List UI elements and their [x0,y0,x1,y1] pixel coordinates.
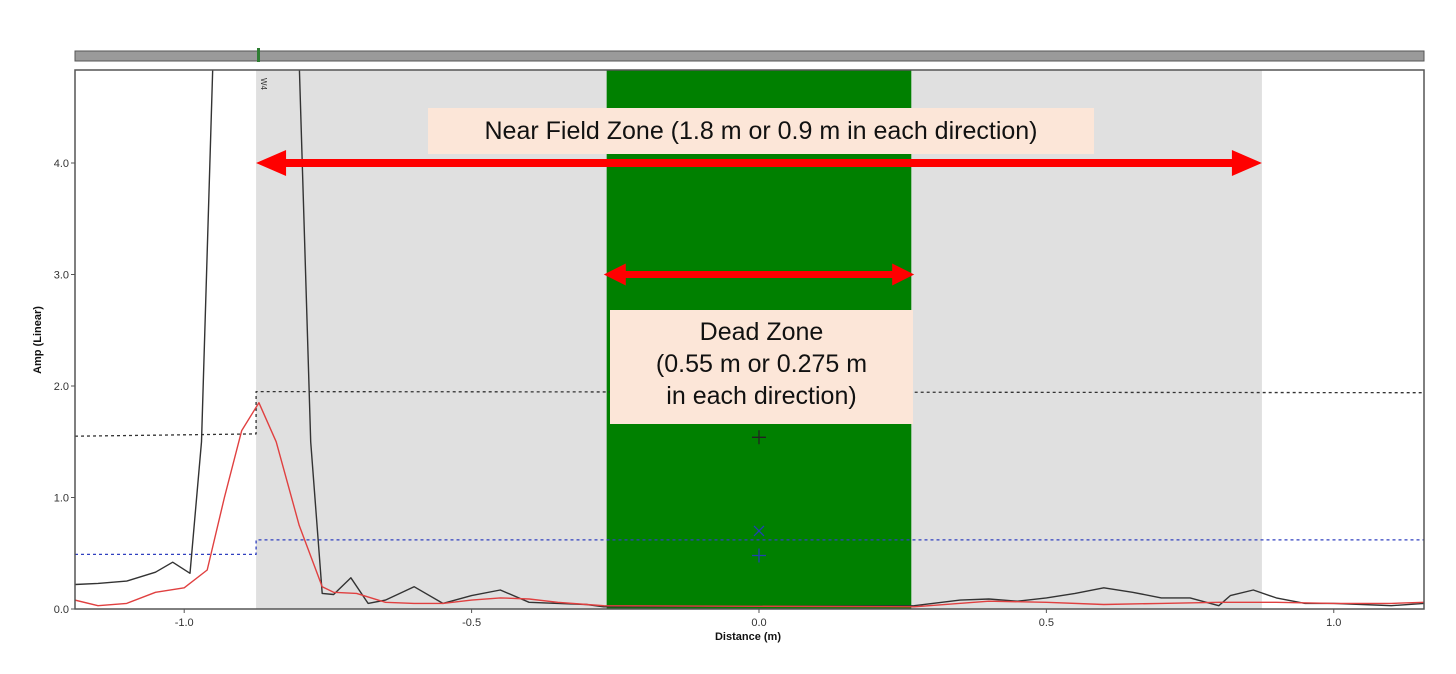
signal-lines [75,70,1424,608]
dead-zone-title: Dead Zone [699,318,824,346]
plot-border [74,69,1425,610]
overview-marker-handle[interactable] [257,48,260,62]
threshold-lines [75,390,1424,556]
arrow-left-icon [603,263,626,286]
arrow-right-icon [1231,150,1262,176]
double-arrow-shaft [284,159,1234,167]
x-tick-label: 0.5 [1039,617,1054,629]
black-signal-line [75,70,1424,608]
y-axis-title: Amp (Linear) [32,306,44,374]
overview-scrollbar[interactable] [74,50,1425,62]
double-arrow-shaft [623,271,895,278]
x-axis: -1.0 -0.5 0.0 0.5 1.0 [175,609,1341,629]
x-tick-label: -1.0 [175,617,194,629]
dead-zone-label: Dead Zone (0.55 m or 0.275 m in each dir… [610,310,913,424]
y-tick-label: 2.0 [54,381,69,393]
black-threshold-dotted-line [75,390,1424,437]
blue-threshold-dotted-line [75,539,1424,556]
near-field-zone-label: Near Field Zone (1.8 m or 0.9 m in each … [428,108,1094,154]
plus-marker-icon [751,430,766,445]
x-axis-title: Distance (m) [715,631,781,643]
x-tick-label: 1.0 [1326,617,1341,629]
plus-marker-icon [751,548,766,563]
dead-zone-direction: in each direction) [666,382,857,410]
x-tick-label: 0.0 [751,617,766,629]
dead-zone-range: (0.55 m or 0.275 m [655,350,868,378]
y-tick-label: 3.0 [54,270,69,282]
arrow-left-icon [256,150,287,176]
zone-arrows [256,150,1262,286]
marker-label-w4: W4 [259,78,268,91]
y-axis: 0.0 1.0 2.0 3.0 4.0 [54,158,75,616]
y-tick-label: 4.0 [54,158,69,170]
y-tick-label: 1.0 [54,493,69,505]
red-signal-line [75,402,1424,608]
data-markers [751,430,766,563]
arrow-right-icon [892,263,915,286]
x-tick-label: -0.5 [462,617,481,629]
y-tick-label: 0.0 [54,604,69,616]
x-marker-icon [753,525,765,537]
